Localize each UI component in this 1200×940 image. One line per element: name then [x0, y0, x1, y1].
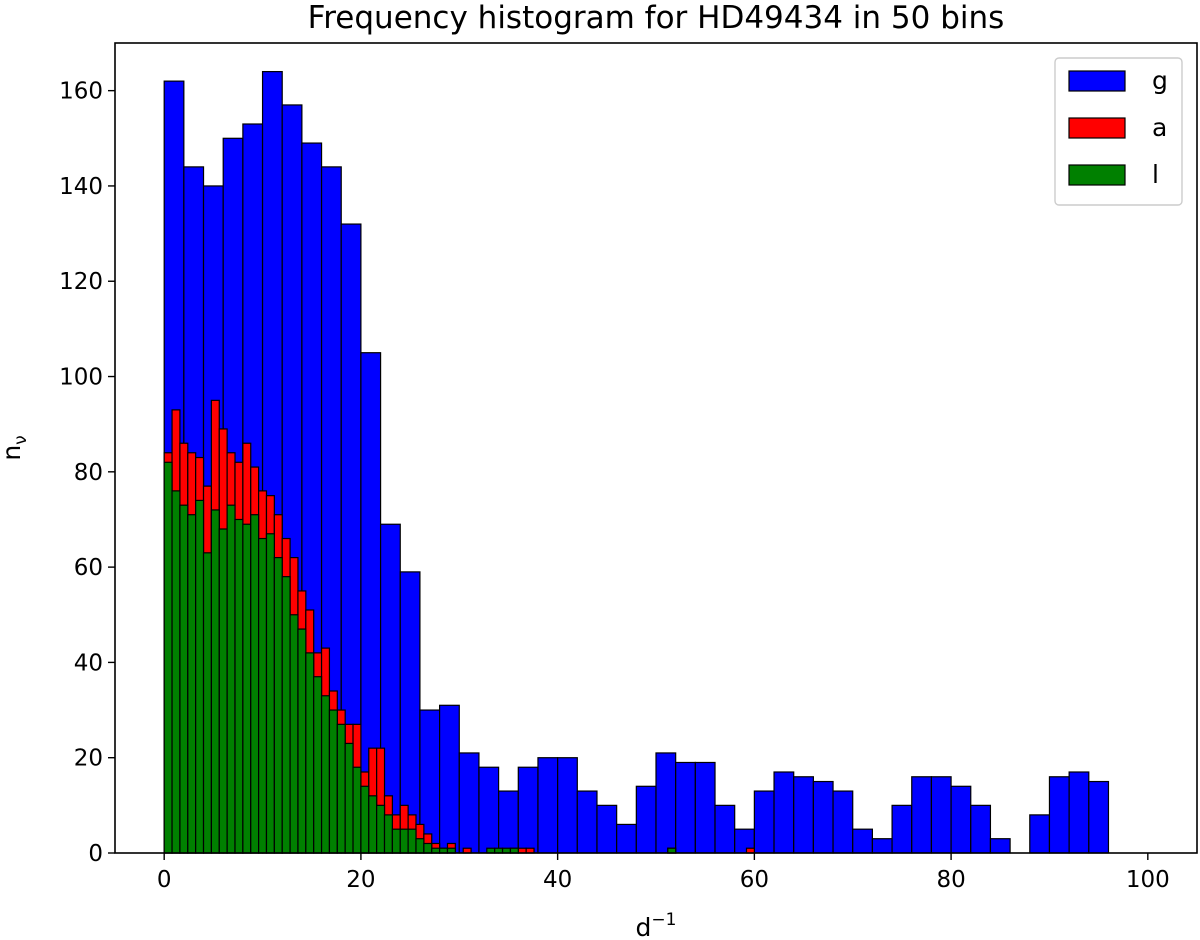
bar-g-39	[930, 776, 952, 854]
plot-bars	[163, 70, 1110, 854]
legend: gal	[1054, 57, 1183, 206]
bar-l-8	[226, 504, 236, 854]
bar-g-22	[596, 804, 618, 854]
bar-g-30	[753, 790, 775, 854]
y-tick-label: 140	[59, 174, 103, 200]
x-tick-label: 40	[543, 867, 572, 893]
bar-g-24	[635, 785, 657, 854]
y-tick-label: 0	[88, 841, 103, 867]
bar-l-12	[258, 537, 268, 854]
x-axis-label: d−1	[636, 910, 677, 940]
x-tick-label: 60	[740, 867, 769, 893]
y-axis-label: nν	[0, 435, 31, 460]
bar-l-0	[163, 461, 173, 854]
bar-l-26	[368, 795, 378, 854]
bar-g-33	[812, 780, 834, 854]
bar-l-18	[305, 652, 315, 854]
bar-g-20	[557, 757, 578, 854]
bar-l-30	[399, 828, 409, 854]
bar-l-19	[313, 676, 323, 854]
bar-l-5	[202, 552, 212, 854]
bar-g-37	[891, 804, 913, 854]
bar-g-19	[537, 757, 559, 854]
bar-l-29	[391, 828, 401, 854]
x-tick-label: 0	[157, 867, 172, 893]
bar-l-28	[383, 814, 393, 854]
bar-l-22	[336, 723, 346, 854]
bar-g-15	[458, 752, 480, 854]
bar-g-35	[852, 828, 874, 854]
legend-swatch-a	[1068, 117, 1126, 139]
bar-l-10	[242, 523, 252, 854]
bar-l-13	[265, 533, 275, 854]
bar-l-24	[352, 766, 362, 854]
bar-l-21	[328, 709, 338, 854]
bar-g-38	[911, 776, 933, 854]
legend-label-a: a	[1152, 113, 1167, 142]
x-tick-label: 80	[936, 867, 965, 893]
legend-swatch-l	[1068, 164, 1126, 186]
x-tick-label: 20	[346, 867, 375, 893]
plot-frame	[114, 42, 1198, 854]
y-tick-label: 80	[74, 460, 103, 486]
bar-g-47	[1088, 780, 1110, 854]
bar-g-17	[498, 790, 519, 854]
bar-l-25	[360, 785, 370, 854]
legend-swatch-g	[1068, 70, 1126, 92]
bar-g-34	[832, 790, 854, 854]
bar-l-2	[179, 504, 189, 854]
bar-g-41	[970, 804, 992, 854]
bar-l-32	[415, 838, 425, 854]
bar-g-28	[714, 804, 736, 854]
y-tick-label: 60	[74, 555, 103, 581]
bar-l-27	[376, 804, 386, 854]
bar-l-16	[289, 614, 299, 854]
bar-g-16	[478, 766, 500, 854]
bar-l-7	[218, 528, 228, 854]
bar-g-44	[1029, 814, 1051, 854]
bar-g-21	[576, 790, 598, 854]
y-tick-label: 20	[74, 746, 103, 772]
bar-g-36	[871, 838, 893, 854]
chart-title: Frequency histogram for HD49434 in 50 bi…	[308, 0, 1005, 36]
x-axis-ticks: 0 20 40 60 80 100	[157, 853, 1170, 893]
bar-l-20	[320, 695, 331, 854]
y-tick-label: 120	[59, 269, 103, 295]
bar-l-23	[344, 742, 354, 854]
bar-g-14	[439, 704, 460, 854]
bar-g-40	[950, 785, 972, 854]
bar-l-15	[281, 576, 291, 854]
y-axis-ticks: 0 20 40 60 80 100 120 140 160	[59, 79, 115, 867]
y-tick-label: 160	[59, 79, 103, 105]
bar-l-33	[423, 842, 433, 854]
y-tick-label: 40	[74, 650, 103, 676]
bar-l-11	[250, 514, 260, 854]
bar-g-23	[616, 823, 637, 854]
bar-l-3	[187, 514, 197, 854]
bar-l-14	[273, 556, 283, 854]
bar-l-6	[210, 509, 220, 854]
bar-g-18	[517, 766, 539, 854]
legend-label-l: l	[1152, 160, 1159, 189]
bar-g-26	[675, 761, 696, 854]
bar-g-45	[1048, 776, 1070, 854]
bar-l-1	[171, 490, 181, 854]
bar-l-9	[234, 518, 244, 854]
bar-g-46	[1068, 771, 1090, 854]
bar-l-31	[407, 828, 417, 854]
bar-l-4	[195, 499, 205, 854]
y-tick-label: 100	[59, 365, 103, 391]
bar-g-32	[793, 776, 814, 854]
bar-g-31	[773, 771, 795, 854]
x-tick-label: 100	[1126, 867, 1170, 893]
bar-l-17	[297, 628, 307, 854]
legend-label-g: g	[1152, 66, 1168, 95]
bar-g-25	[655, 752, 677, 854]
bar-g-27	[694, 761, 716, 854]
bar-g-42	[989, 838, 1011, 854]
